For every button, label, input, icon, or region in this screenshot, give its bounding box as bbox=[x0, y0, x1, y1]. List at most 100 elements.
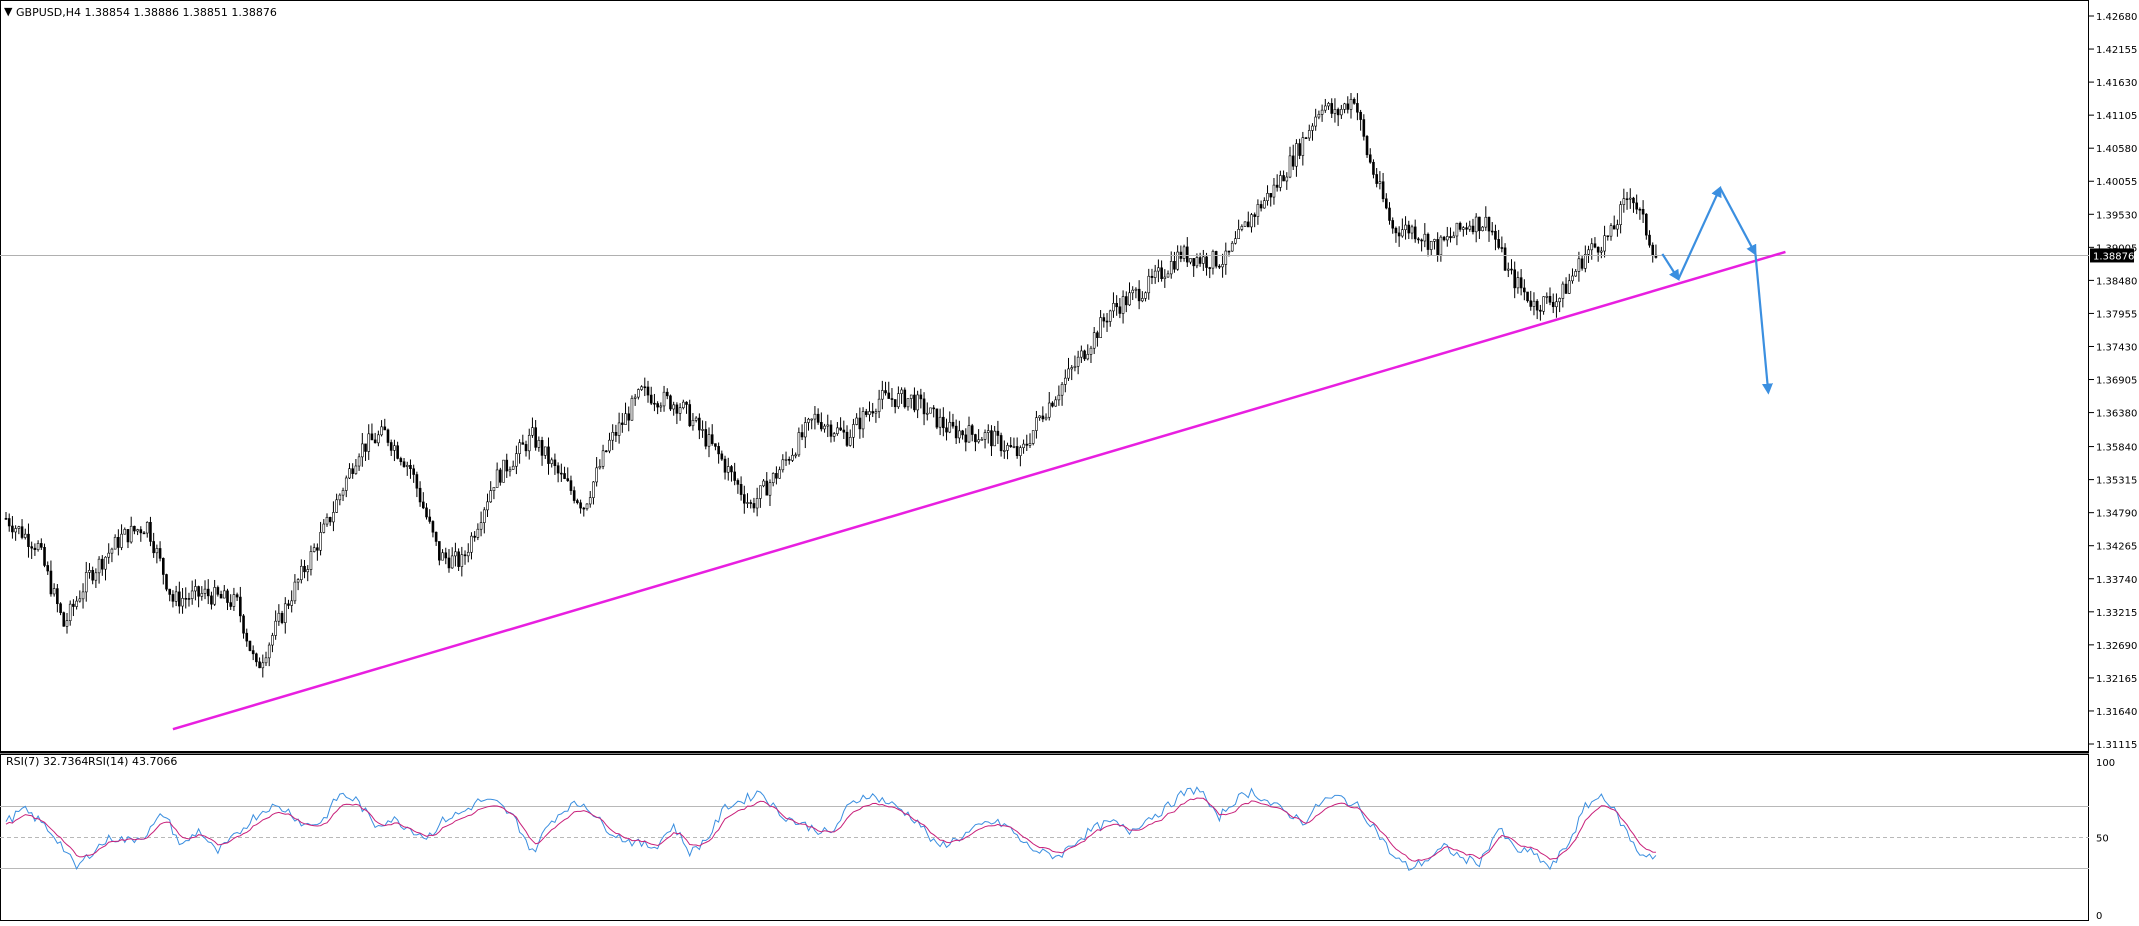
candle-body bbox=[1567, 280, 1571, 294]
candle-body bbox=[1147, 275, 1151, 294]
candle-body bbox=[954, 425, 958, 439]
candle-body bbox=[547, 446, 550, 464]
candle-body bbox=[17, 526, 21, 529]
candle-body bbox=[1028, 443, 1032, 446]
price-tick-label: 1.33215 bbox=[2096, 608, 2137, 619]
candle-body bbox=[402, 461, 406, 467]
candle-body bbox=[27, 533, 30, 547]
candle-body bbox=[1022, 443, 1025, 448]
candle-body bbox=[178, 591, 181, 607]
candle-body bbox=[1169, 261, 1173, 275]
candle-body bbox=[1478, 216, 1481, 232]
price-tick-label: 1.38480 bbox=[2096, 276, 2137, 287]
collapse-triangle-icon[interactable]: ▼ bbox=[4, 5, 13, 18]
candle-body bbox=[303, 565, 306, 573]
candle-body bbox=[431, 521, 435, 533]
candle-body bbox=[1571, 275, 1574, 282]
candle-body bbox=[1208, 267, 1212, 269]
candle-body bbox=[1401, 229, 1404, 237]
candle-body bbox=[190, 590, 194, 599]
candle-body bbox=[1131, 289, 1135, 294]
candle-body bbox=[974, 434, 977, 443]
candle-body bbox=[672, 404, 675, 410]
candle-body bbox=[1603, 235, 1606, 252]
candle-body bbox=[1429, 241, 1433, 250]
candle-body bbox=[836, 427, 839, 434]
candle-body bbox=[996, 430, 1000, 436]
candle-body bbox=[421, 501, 425, 509]
candle-body bbox=[688, 404, 692, 427]
candle-body bbox=[293, 581, 297, 602]
candle-body bbox=[312, 547, 316, 552]
candle-body bbox=[489, 490, 493, 503]
candle-body bbox=[319, 532, 322, 551]
candle-body bbox=[1291, 155, 1295, 167]
candle-body bbox=[897, 393, 900, 408]
candle-body bbox=[1506, 268, 1510, 271]
candle-body bbox=[1420, 239, 1423, 242]
candle-body bbox=[245, 632, 249, 642]
candle-body bbox=[380, 426, 383, 436]
candle-body bbox=[152, 541, 155, 554]
candle-body bbox=[669, 395, 672, 410]
candle-body bbox=[88, 570, 91, 573]
candle-body bbox=[165, 574, 168, 590]
candle-body bbox=[595, 467, 598, 483]
candle-body bbox=[1173, 261, 1176, 270]
candle-body bbox=[1076, 356, 1080, 367]
candle-body bbox=[264, 657, 268, 664]
candle-body bbox=[425, 507, 428, 518]
projection-arrow[interactable] bbox=[1677, 185, 1722, 280]
projection-arrow[interactable] bbox=[1754, 253, 1773, 395]
candle-body bbox=[1606, 235, 1610, 238]
candle-body bbox=[1577, 258, 1581, 272]
candle-body bbox=[534, 427, 537, 448]
candle-body bbox=[20, 526, 24, 538]
candle-body bbox=[572, 490, 576, 501]
candle-body bbox=[81, 591, 85, 600]
support-trendline[interactable] bbox=[172, 250, 1786, 731]
candle-body bbox=[803, 422, 807, 438]
candle-body bbox=[787, 458, 791, 461]
candle-body bbox=[149, 521, 152, 542]
price-tick-label: 1.34790 bbox=[2096, 509, 2137, 520]
candle-body bbox=[1510, 268, 1513, 271]
candle-body bbox=[1558, 298, 1561, 303]
candle-body bbox=[1372, 161, 1375, 175]
candle-body bbox=[1221, 264, 1224, 268]
candle-body bbox=[807, 418, 810, 423]
candle-body bbox=[43, 547, 46, 566]
candle-body bbox=[1035, 417, 1038, 431]
candle-body bbox=[383, 426, 387, 431]
candle-body bbox=[187, 598, 191, 600]
candle-body bbox=[377, 434, 380, 444]
rsi-indicator: 100 50 0 bbox=[0, 758, 2115, 922]
candle-body bbox=[133, 525, 136, 532]
candle-body bbox=[1635, 202, 1638, 210]
candle-body bbox=[884, 390, 887, 394]
candle-body bbox=[1214, 251, 1218, 267]
candle-body bbox=[1539, 309, 1542, 312]
candle-body bbox=[1500, 247, 1504, 249]
candle-body bbox=[68, 603, 72, 622]
price-tick-label: 1.39530 bbox=[2096, 210, 2137, 221]
candle-body bbox=[1006, 445, 1009, 451]
price-tick-label: 1.32690 bbox=[2096, 641, 2137, 652]
candle-body bbox=[1064, 377, 1067, 385]
projection-arrow[interactable] bbox=[1661, 253, 1680, 281]
projection-arrow[interactable] bbox=[1719, 187, 1757, 256]
candle-body bbox=[736, 480, 740, 485]
candle-body bbox=[781, 459, 785, 471]
candle-body bbox=[906, 398, 910, 408]
candle-body bbox=[1044, 416, 1048, 420]
candle-body bbox=[730, 466, 733, 473]
candle-body bbox=[1031, 430, 1035, 444]
candle-body bbox=[515, 453, 518, 467]
candle-body bbox=[762, 480, 765, 487]
candle-body bbox=[1185, 246, 1189, 263]
candle-body bbox=[621, 422, 624, 425]
candle-body bbox=[59, 603, 62, 613]
candle-body bbox=[942, 416, 945, 429]
candle-body bbox=[582, 507, 586, 510]
candle-body bbox=[563, 473, 566, 479]
